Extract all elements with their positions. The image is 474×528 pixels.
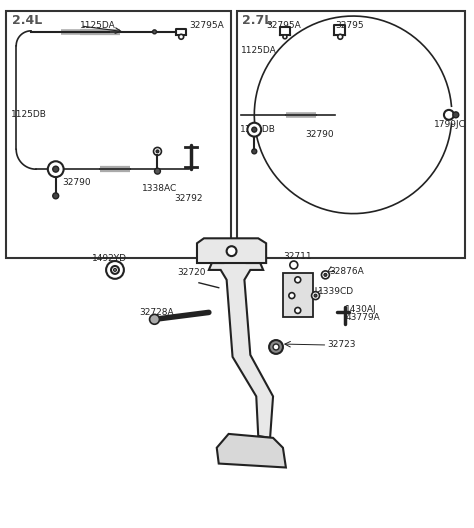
Text: 1125DA: 1125DA <box>241 46 277 55</box>
Bar <box>237 11 465 258</box>
Text: 32723: 32723 <box>328 340 356 348</box>
Circle shape <box>273 344 279 350</box>
Text: 1338AC: 1338AC <box>142 184 177 193</box>
Bar <box>6 11 230 258</box>
Polygon shape <box>197 238 266 263</box>
Text: 2.7L: 2.7L <box>242 14 273 27</box>
Polygon shape <box>209 248 273 438</box>
Polygon shape <box>217 434 286 467</box>
Circle shape <box>150 314 159 324</box>
Text: 1430AJ: 1430AJ <box>345 305 377 314</box>
Circle shape <box>269 340 283 354</box>
Circle shape <box>283 35 287 39</box>
Circle shape <box>311 291 319 299</box>
Circle shape <box>113 268 117 271</box>
Circle shape <box>156 150 159 153</box>
Text: 32790: 32790 <box>63 177 91 186</box>
Circle shape <box>252 149 257 154</box>
Text: 32792: 32792 <box>174 194 203 203</box>
Circle shape <box>247 122 261 137</box>
Circle shape <box>155 168 160 174</box>
Circle shape <box>179 34 183 39</box>
Circle shape <box>106 261 124 279</box>
Circle shape <box>289 293 295 298</box>
Circle shape <box>111 266 119 274</box>
Circle shape <box>314 294 317 297</box>
Circle shape <box>227 246 237 256</box>
Text: 32728A: 32728A <box>140 308 174 317</box>
Text: 1492YD: 1492YD <box>92 253 128 262</box>
Circle shape <box>321 271 329 279</box>
Text: 32795A: 32795A <box>266 22 301 31</box>
Text: 32711: 32711 <box>283 252 311 261</box>
Circle shape <box>53 193 59 199</box>
Polygon shape <box>283 273 312 317</box>
Circle shape <box>338 34 343 39</box>
Text: 1799JC: 1799JC <box>434 120 466 129</box>
Text: 32795A: 32795A <box>189 22 224 31</box>
Circle shape <box>53 166 59 172</box>
Text: 32720: 32720 <box>177 268 206 277</box>
Circle shape <box>48 161 64 177</box>
Circle shape <box>252 127 257 132</box>
Text: 32795: 32795 <box>335 22 364 31</box>
Circle shape <box>290 261 298 269</box>
Text: 32876A: 32876A <box>329 267 364 276</box>
Circle shape <box>453 112 459 118</box>
Text: 1125DA: 1125DA <box>81 22 116 31</box>
Text: 32790: 32790 <box>306 130 334 139</box>
Circle shape <box>154 147 162 155</box>
Circle shape <box>295 307 301 314</box>
Text: 1125DB: 1125DB <box>11 110 47 119</box>
Circle shape <box>295 277 301 283</box>
Text: 43779A: 43779A <box>345 313 380 322</box>
Circle shape <box>444 110 454 120</box>
Circle shape <box>324 274 327 276</box>
Text: 2.4L: 2.4L <box>12 14 43 27</box>
Text: 1339CD: 1339CD <box>318 287 354 296</box>
Circle shape <box>153 30 156 34</box>
Text: 1125DB: 1125DB <box>239 125 275 134</box>
